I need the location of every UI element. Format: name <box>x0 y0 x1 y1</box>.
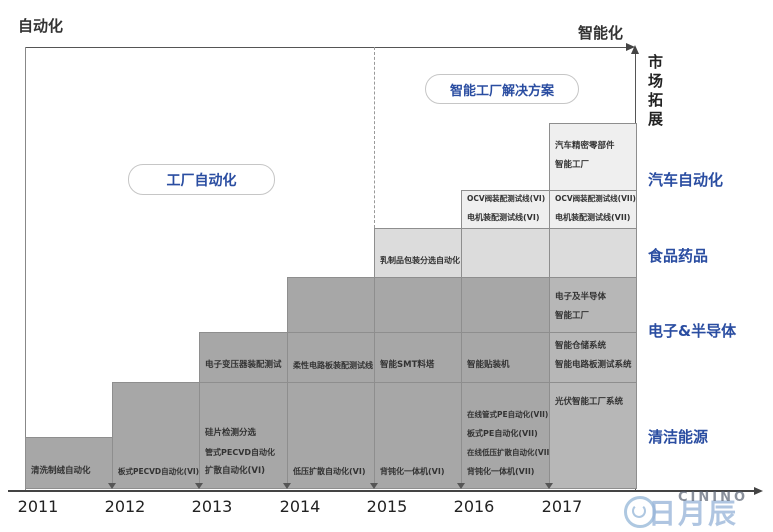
year-label-2012: 2012 <box>104 497 146 516</box>
column-boundary-tick-icon <box>457 483 465 489</box>
year-label-2013: 2013 <box>191 497 233 516</box>
block-label: 板式PE自动化(VII) <box>467 429 538 438</box>
year-label-2016: 2016 <box>453 497 495 516</box>
block-label: 硅片检测分选 <box>205 428 257 438</box>
top-border-line <box>25 47 629 48</box>
block-2016-b5: 智能贴装机 <box>461 332 550 383</box>
smart-factory-solution-pill: 智能工厂解决方案 <box>425 74 579 104</box>
block-label: 柔性电路板装配测试线 <box>293 361 373 370</box>
watermark-logo-text: 日月辰 <box>648 497 739 530</box>
column-boundary-tick-icon <box>370 483 378 489</box>
block-label: 管式PECVD自动化 <box>205 448 276 457</box>
column-boundary-tick-icon <box>545 483 553 489</box>
block-label: 在线低压扩散自动化(VII) <box>467 448 550 457</box>
block-2017-b1: 汽车精密零部件 智能工厂 <box>549 123 637 191</box>
block-2015-b4 <box>374 277 462 333</box>
block-2015-b6: 背钝化一体机(VI) <box>374 382 462 489</box>
watermark: 日月辰 CININO <box>618 486 772 532</box>
block-label: 乳制品包装分选自动化 <box>380 256 460 265</box>
block-2016-b6: 在线管式PE自动化(VII) 板式PE自动化(VII) 在线低压扩散自动化(VII)… <box>461 382 550 489</box>
block-label: 电子及半导体 <box>555 292 607 302</box>
watermark-logo-icon <box>624 496 656 528</box>
block-label: OCV阀装配测试线(VI) <box>467 194 546 203</box>
factory-automation-pill: 工厂自动化 <box>128 164 275 195</box>
block-2017-b3 <box>549 228 637 278</box>
block-label: 智能贴装机 <box>467 360 510 370</box>
watermark-overlay-text: CININO <box>678 490 749 505</box>
block-label: 清洗制绒自动化 <box>31 466 91 476</box>
block-label: 扩散自动化(VI) <box>205 466 266 476</box>
block-2014-b5: 柔性电路板装配测试线 <box>287 332 375 383</box>
block-label: OCV阀装配测试线(VII) <box>555 194 636 203</box>
block-label: 汽车精密零部件 <box>555 140 615 151</box>
year-label-2015: 2015 <box>366 497 408 516</box>
block-2013-b6: 硅片检测分选管式PECVD自动化 扩散自动化(VI) <box>199 382 288 489</box>
year-label-2017: 2017 <box>541 497 583 516</box>
block-2017-b6: 光伏智能工厂系统 <box>549 382 637 489</box>
market-expansion-up-arrow-icon <box>631 45 639 54</box>
block-label: 板式PECVD自动化(VI) <box>118 467 200 476</box>
year-label-2011: 2011 <box>17 497 59 516</box>
block-2013-b5: 电子变压器装配测试 <box>199 332 288 383</box>
block-label: 智能工厂 <box>555 311 590 321</box>
block-label: 光伏智能工厂系统 <box>555 397 624 407</box>
block-2016-b2: OCV阀装配测试线(VI) 电机装配测试线(VI) <box>461 190 550 229</box>
x-axis-arrow-icon <box>754 487 763 495</box>
block-2016-b4 <box>461 277 550 333</box>
left-border-line <box>25 47 26 490</box>
column-boundary-tick-icon <box>195 483 203 489</box>
market-expansion-axis-label: 市场拓展 <box>646 54 664 130</box>
x-axis-line <box>8 490 756 492</box>
block-label: 智能仓储系统 <box>555 341 607 351</box>
block-label: 电子变压器装配测试 <box>205 360 282 370</box>
block-label: 电机装配测试线(VII) <box>555 213 631 222</box>
block-2017-b2: OCV阀装配测试线(VII) 电机装配测试线(VII) <box>549 190 637 229</box>
phase-divider-dashed-line <box>374 47 375 228</box>
block-label: 智能工厂 <box>555 159 590 170</box>
block-label: 智能电路板测试系统 <box>555 360 632 370</box>
block-label: 在线管式PE自动化(VII) <box>467 410 549 419</box>
column-boundary-tick-icon <box>108 483 116 489</box>
block-2017-b4: 电子及半导体 智能工厂 <box>549 277 637 333</box>
block-label: 低压扩散自动化(VI) <box>293 467 366 476</box>
block-label: 背钝化一体机(VII) <box>467 467 535 476</box>
block-2011-b6s: 清洗制绒自动化 <box>25 437 113 489</box>
intelligence-label: 智能化 <box>578 24 624 42</box>
block-2015-b5: 智能SMT料塔 <box>374 332 462 383</box>
category-auto-automation: 汽车自动化 <box>648 171 724 189</box>
block-2016-b3 <box>461 228 550 278</box>
category-electronics-semiconductor: 电子&半导体 <box>648 322 737 340</box>
year-label-2014: 2014 <box>279 497 321 516</box>
automation-label: 自动化 <box>18 17 64 35</box>
top-right-arrow-icon <box>626 43 635 51</box>
block-2014-b6: 低压扩散自动化(VI) <box>287 382 375 489</box>
category-clean-energy: 清洁能源 <box>648 428 709 446</box>
block-label: 电机装配测试线(VI) <box>467 213 540 222</box>
block-label: 智能SMT料塔 <box>380 360 435 370</box>
block-2012-b6: 板式PECVD自动化(VI) <box>112 382 200 489</box>
column-boundary-tick-icon <box>283 483 291 489</box>
category-food-pharma: 食品药品 <box>648 247 709 265</box>
block-2015-b3: 乳制品包装分选自动化 <box>374 228 462 278</box>
block-2017-b5: 智能仓储系统智能电路板测试系统 <box>549 332 637 383</box>
block-label: 背钝化一体机(VI) <box>380 467 445 476</box>
block-2014-b4 <box>287 277 375 333</box>
